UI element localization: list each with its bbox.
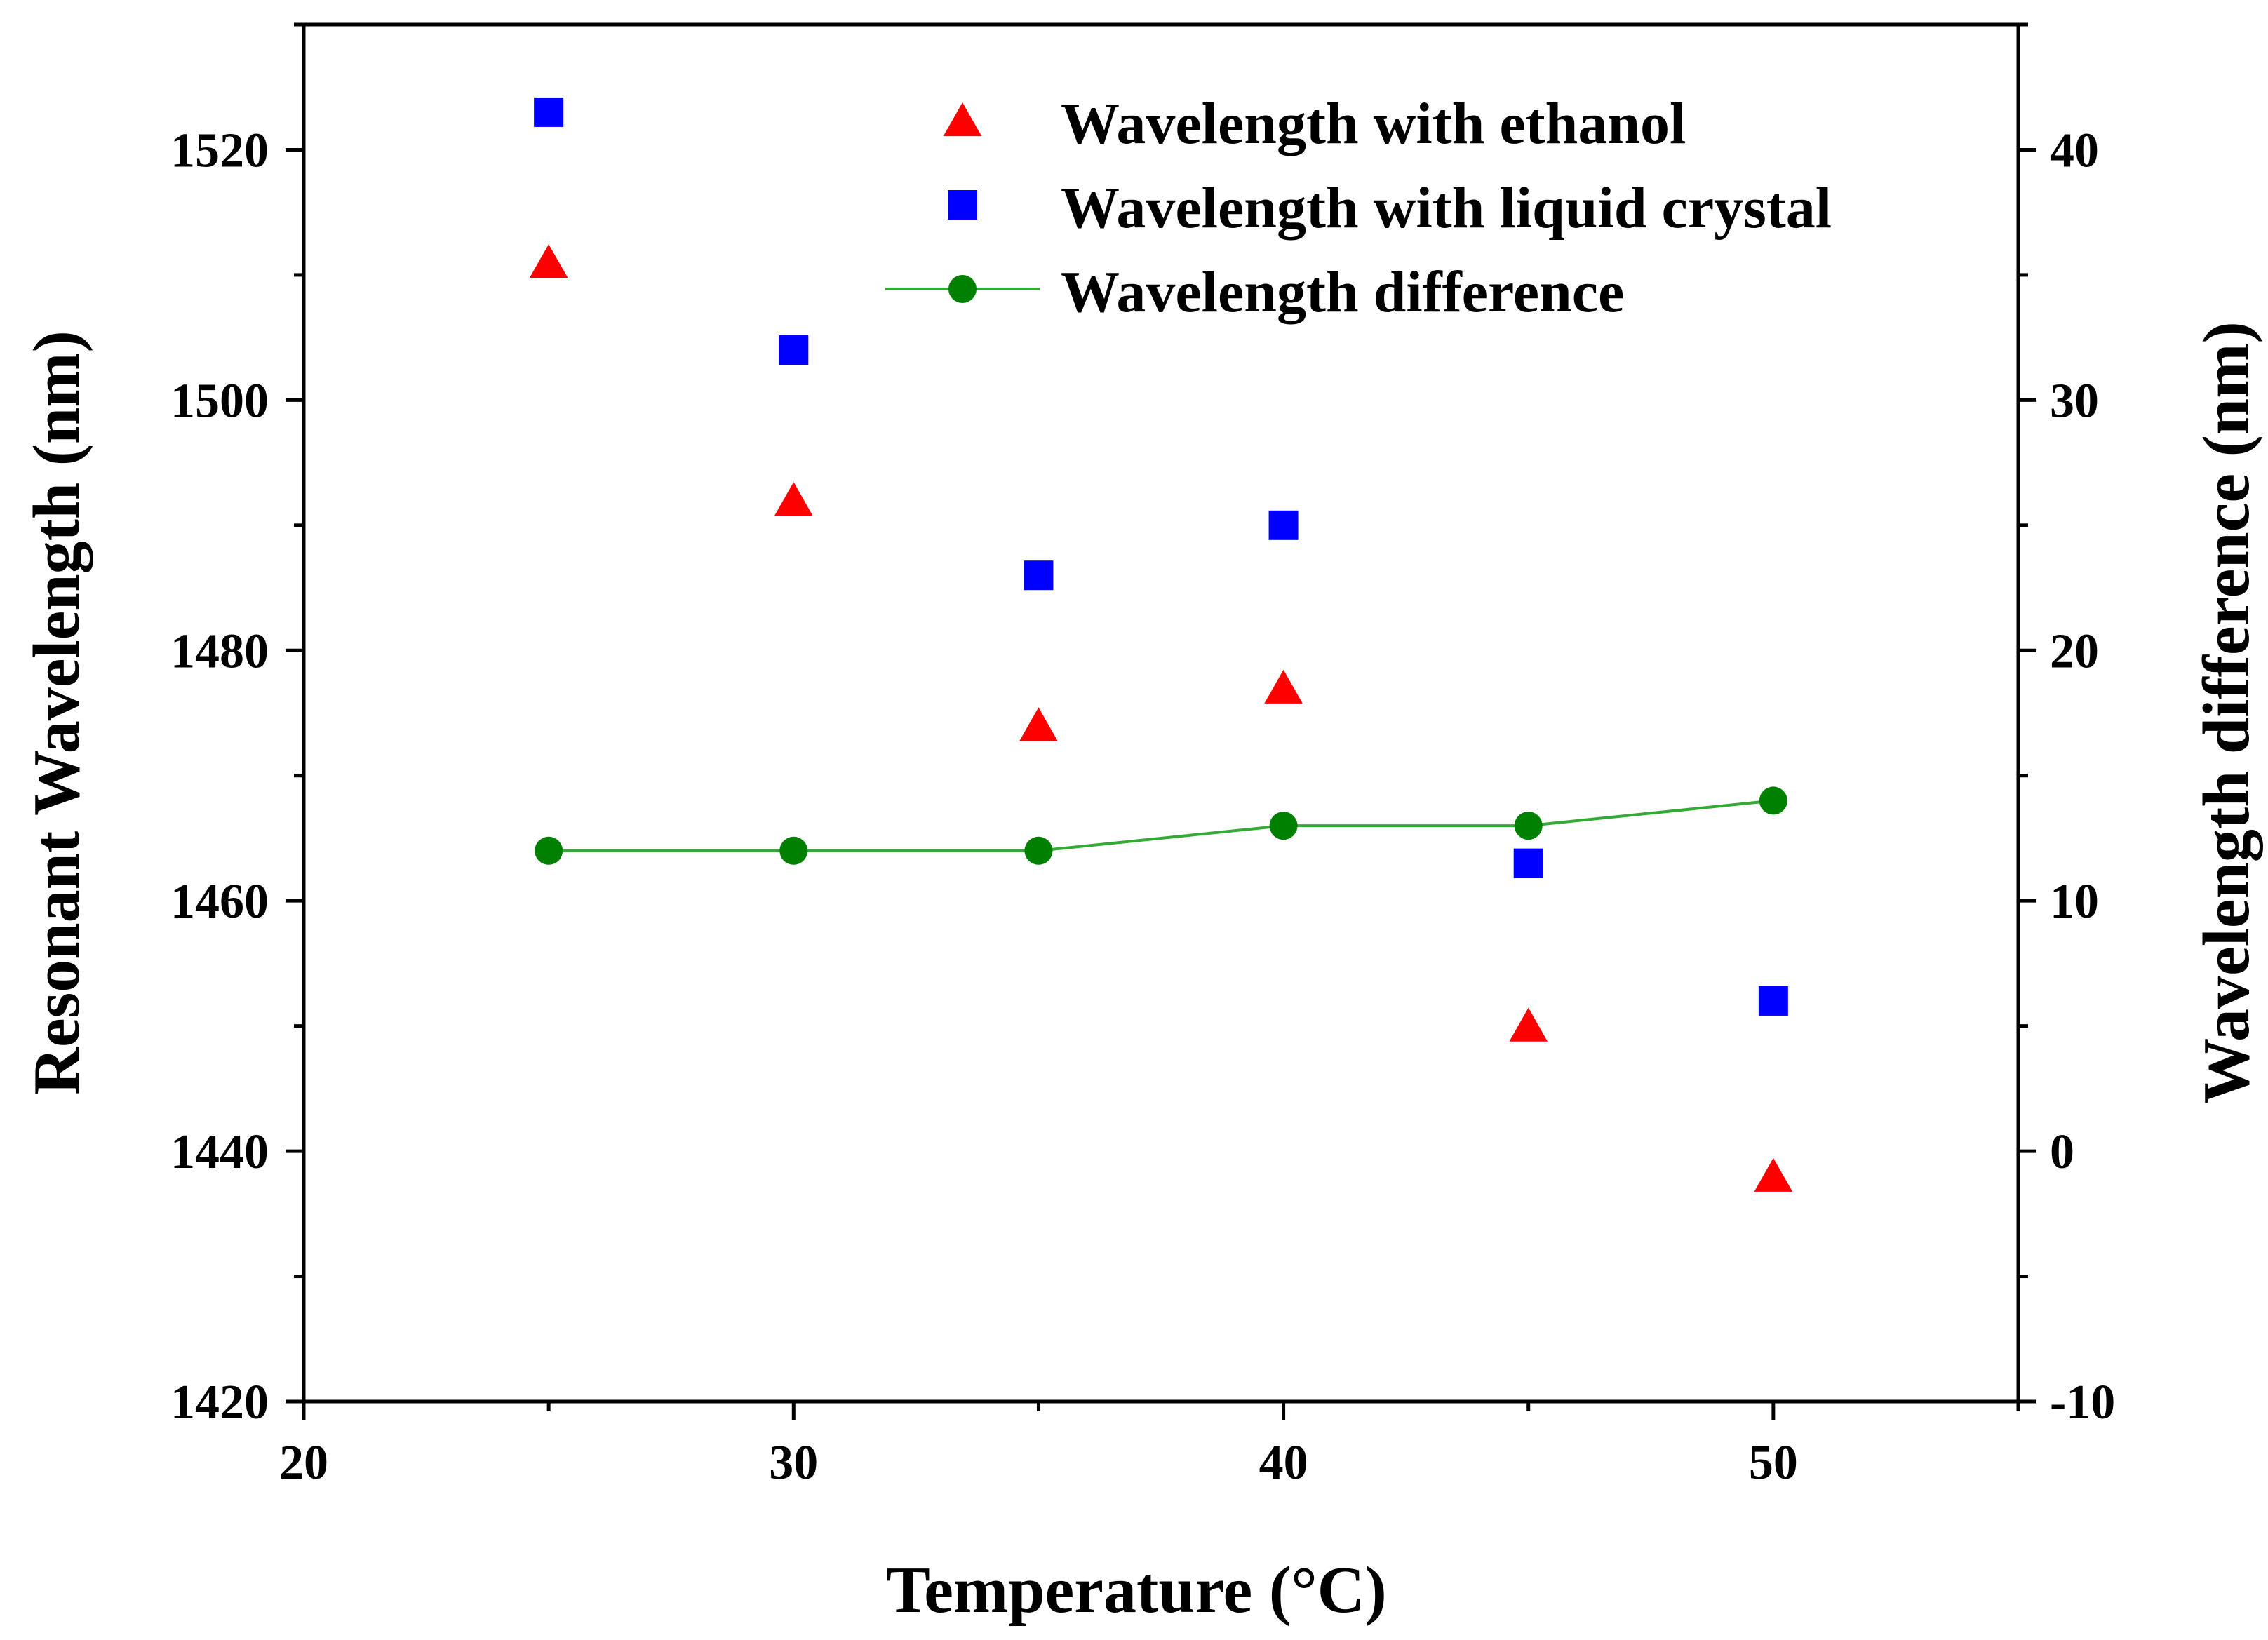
data-point (534, 97, 564, 127)
axis-tick-labels: 20 30 40 50 1420 1440 1460 1480 1500 1520 -10 0 10 20… (170, 123, 2115, 1490)
data-point (1024, 560, 1054, 591)
legend: Wavelength with ethanol Wavelength with … (885, 91, 1832, 325)
data-point (1268, 510, 1299, 540)
y-tick-label: 1480 (170, 624, 269, 678)
plot-frame (302, 22, 2020, 1404)
y-tick-label: 1420 (170, 1376, 269, 1430)
legend-item-difference: Wavelength difference (885, 260, 1624, 325)
data-point (1264, 669, 1303, 704)
y-tick-label: 1520 (170, 123, 269, 177)
data-point (1509, 1007, 1548, 1042)
series-0 (529, 244, 1793, 1192)
legend-label-liquid-crystal: Wavelength with liquid crystal (1061, 175, 1832, 241)
y-tick-label: 1440 (170, 1125, 269, 1179)
data-point (779, 335, 809, 365)
data-point (1513, 848, 1543, 878)
data-point (1269, 812, 1298, 840)
series-layer (529, 97, 1793, 1192)
x-tick-label: 40 (1259, 1436, 1308, 1490)
legend-label-ethanol: Wavelength with ethanol (1061, 91, 1686, 156)
data-point (1754, 1157, 1793, 1192)
data-point (535, 836, 563, 865)
y2-tick-label: 40 (2050, 123, 2099, 177)
series-2 (535, 786, 1787, 865)
legend-marker (948, 275, 977, 303)
y2-tick-label: 30 (2050, 374, 2099, 428)
series-line (549, 799, 1774, 852)
x-tick-label: 30 (769, 1436, 818, 1490)
legend-label-difference: Wavelength difference (1061, 260, 1624, 325)
legend-marker (943, 102, 982, 137)
data-point (1759, 786, 1787, 815)
y2-tick-label: 0 (2050, 1125, 2074, 1179)
series-1 (534, 97, 1788, 1016)
x-tick-label: 20 (279, 1436, 328, 1490)
data-point (1019, 707, 1058, 741)
y-tick-label: 1500 (170, 374, 269, 428)
y2-tick-label: -10 (2050, 1376, 2115, 1430)
data-point (529, 244, 568, 278)
data-point (1024, 836, 1053, 865)
legend-item-ethanol: Wavelength with ethanol (943, 91, 1686, 156)
axis-ticks (286, 22, 2036, 1420)
data-point (1514, 812, 1543, 840)
legend-marker (948, 190, 977, 220)
x-tick-label: 50 (1749, 1436, 1798, 1490)
data-point (1758, 986, 1788, 1016)
data-point (779, 836, 808, 865)
legend-item-liquid-crystal: Wavelength with liquid crystal (948, 175, 1832, 241)
y2-tick-label: 10 (2050, 875, 2099, 929)
data-point (774, 482, 813, 516)
y-tick-label: 1460 (170, 875, 269, 929)
y2-tick-label: 20 (2050, 624, 2099, 678)
y-axis-title: Resonant Wavelength (nm) (20, 330, 93, 1095)
y2-axis-title: Wavelength difference (nm) (2190, 321, 2263, 1104)
x-axis-title: Temperature (°C) (886, 1554, 1387, 1627)
